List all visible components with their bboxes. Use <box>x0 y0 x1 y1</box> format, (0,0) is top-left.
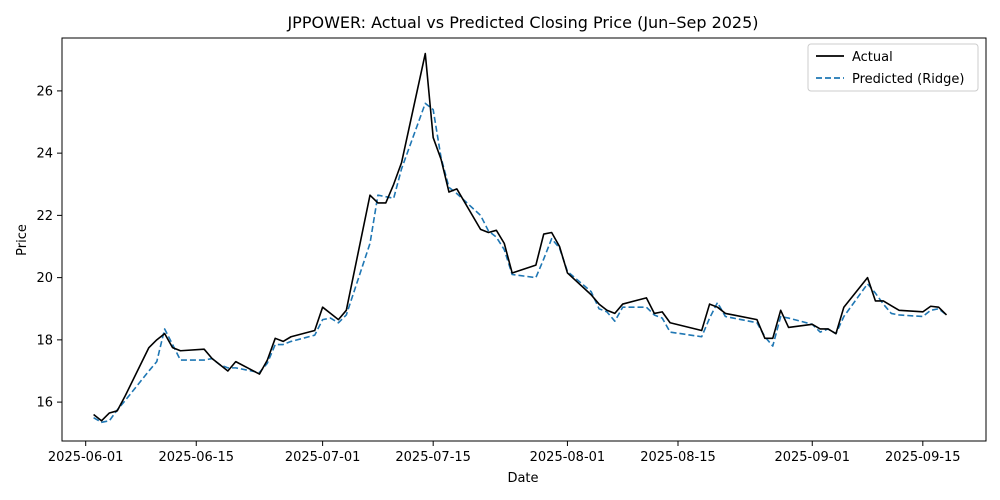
y-tick-label: 20 <box>36 271 53 286</box>
plot-frame <box>61 37 987 442</box>
legend: Actual Predicted (Ridge) <box>807 43 979 92</box>
y-tick-label: 18 <box>36 333 53 348</box>
y-axis-title: Price <box>15 224 30 256</box>
legend-box <box>807 43 979 92</box>
x-tick-label: 2025-08-15 <box>640 450 716 465</box>
x-tick-label: 2025-08-01 <box>530 450 606 465</box>
x-axis-title: Date <box>507 471 538 486</box>
y-tick-label: 26 <box>36 84 53 99</box>
x-axis: 2025-06-01 2025-06-15 2025-07-01 2025-07-15… <box>48 441 961 465</box>
y-tick-label: 24 <box>36 147 53 162</box>
x-tick-label: 2025-07-15 <box>395 450 471 465</box>
x-tick-label: 2025-09-15 <box>885 450 961 465</box>
y-tick-label: 16 <box>36 396 53 411</box>
legend-label-actual: Actual <box>852 50 893 65</box>
series-line-actual <box>93 52 948 422</box>
x-tick-label: 2025-06-15 <box>158 450 234 465</box>
x-tick-label: 2025-06-01 <box>48 450 124 465</box>
x-tick-label: 2025-07-01 <box>285 450 361 465</box>
series-line-predicted <box>93 102 948 424</box>
legend-label-predicted: Predicted (Ridge) <box>852 72 964 87</box>
y-axis: 16 18 20 22 24 26 <box>36 84 62 411</box>
x-tick-label: 2025-09-01 <box>774 450 850 465</box>
chart-title: JPPOWER: Actual vs Predicted Closing Pri… <box>286 13 758 32</box>
y-tick-label: 22 <box>36 209 53 224</box>
series-lines <box>93 52 948 424</box>
